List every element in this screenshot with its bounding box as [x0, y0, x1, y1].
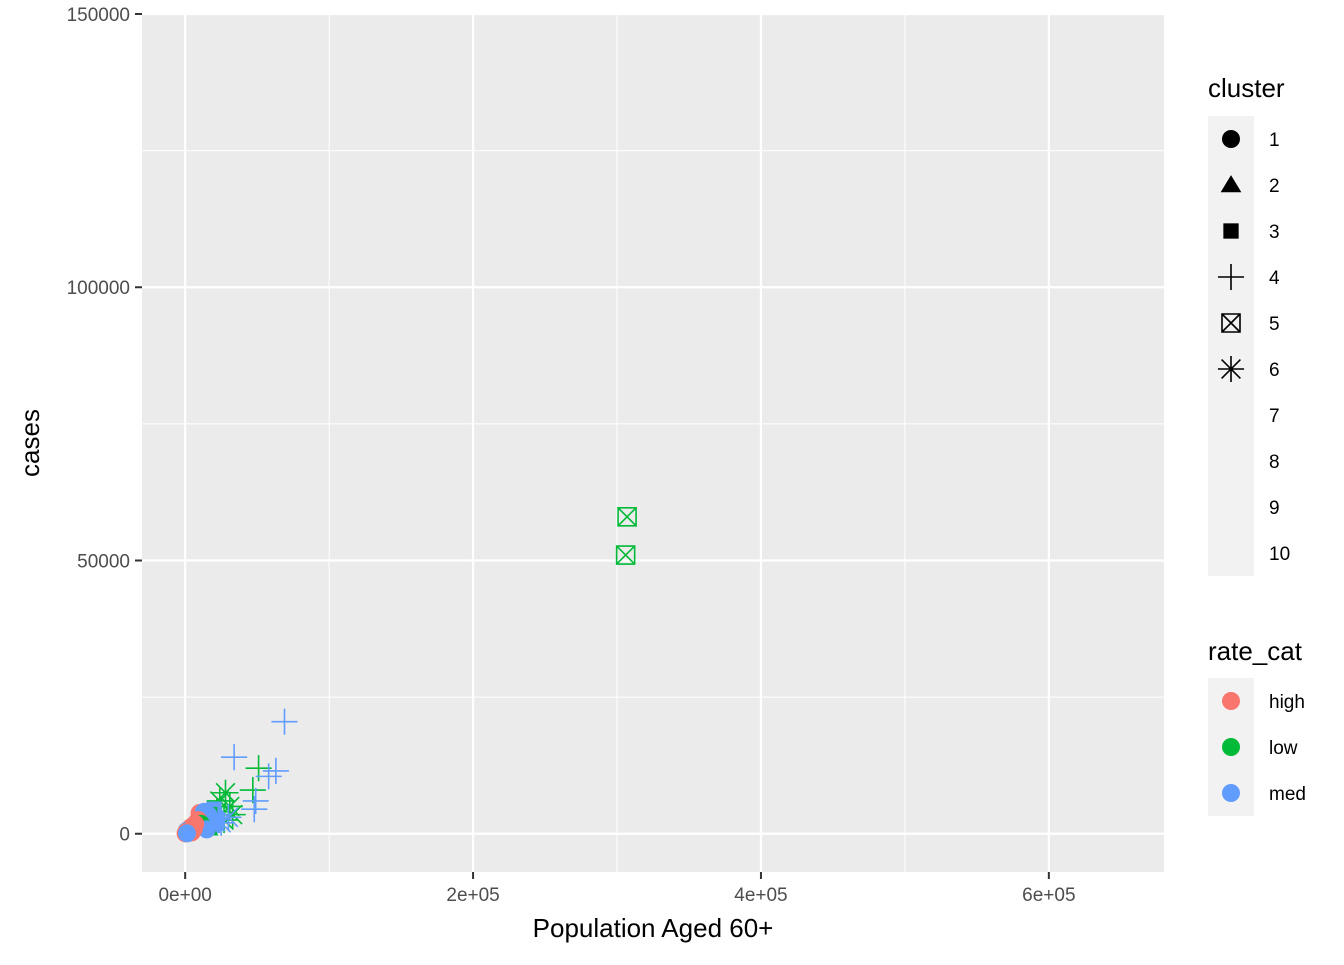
data-point — [212, 779, 239, 806]
legend-label-cluster: 1 — [1269, 130, 1280, 151]
axes-layer: 0e+00 2e+05 4e+05 6e+05 0 50000 100000 150000 — [67, 5, 1076, 906]
data-point — [177, 824, 196, 843]
grid-layer — [142, 12, 1164, 872]
legend-key-background — [1208, 116, 1254, 576]
x-axis-label: Population Aged 60+ — [533, 913, 774, 943]
y-tick-label: 100000 — [67, 278, 130, 299]
legend-key-asterisk — [1217, 355, 1245, 383]
legend-label-cluster: 3 — [1269, 222, 1280, 243]
y-tick-label: 50000 — [77, 551, 130, 572]
legend-label-rate-cat: med — [1269, 784, 1306, 805]
data-point — [615, 545, 636, 565]
y-axis-label: cases — [15, 409, 45, 477]
data-point — [215, 804, 242, 831]
legend-label-cluster: 7 — [1269, 406, 1280, 427]
legend-label-cluster: 5 — [1269, 314, 1280, 335]
x-tick-label: 2e+05 — [446, 885, 499, 906]
legend-label-cluster: 6 — [1269, 360, 1280, 381]
legend-key-square — [1223, 223, 1239, 239]
legend-label-cluster: 8 — [1269, 452, 1280, 473]
legend-label-rate-cat: high — [1269, 692, 1305, 713]
legend-key-circle — [1222, 130, 1240, 148]
legend-title-cluster: cluster — [1208, 73, 1285, 103]
legend-key-square-cross — [1221, 313, 1241, 333]
legend-label-cluster: 2 — [1269, 176, 1280, 197]
legend-key-color — [1222, 738, 1240, 756]
data-point — [617, 506, 637, 527]
legend-key-color — [1222, 784, 1240, 802]
data-point — [271, 708, 298, 735]
legend-key-color — [1222, 692, 1240, 710]
data-point — [221, 744, 248, 771]
plot-panel — [142, 14, 1164, 872]
x-tick-label: 6e+05 — [1022, 885, 1075, 906]
legend-label-cluster: 9 — [1269, 498, 1280, 519]
data-point — [241, 796, 268, 823]
legend-label-rate-cat: low — [1269, 738, 1298, 759]
x-tick-label: 0e+00 — [158, 885, 211, 906]
data-point — [219, 801, 246, 828]
data-point — [262, 757, 289, 784]
legend-key-triangle — [1220, 175, 1242, 193]
legend-label-cluster: 4 — [1269, 268, 1280, 289]
data-point — [216, 793, 243, 820]
legend-key-plus — [1217, 263, 1245, 291]
data-point — [206, 787, 233, 815]
legend-title-rate-cat: rate_cat — [1208, 636, 1303, 666]
y-tick-label: 0 — [119, 825, 130, 846]
y-tick-label: 150000 — [67, 5, 130, 26]
data-point — [239, 776, 266, 804]
data-point — [255, 763, 282, 790]
x-tick-label: 4e+05 — [734, 885, 787, 906]
legend-label-cluster: 10 — [1269, 544, 1290, 565]
points-layer — [176, 506, 637, 843]
